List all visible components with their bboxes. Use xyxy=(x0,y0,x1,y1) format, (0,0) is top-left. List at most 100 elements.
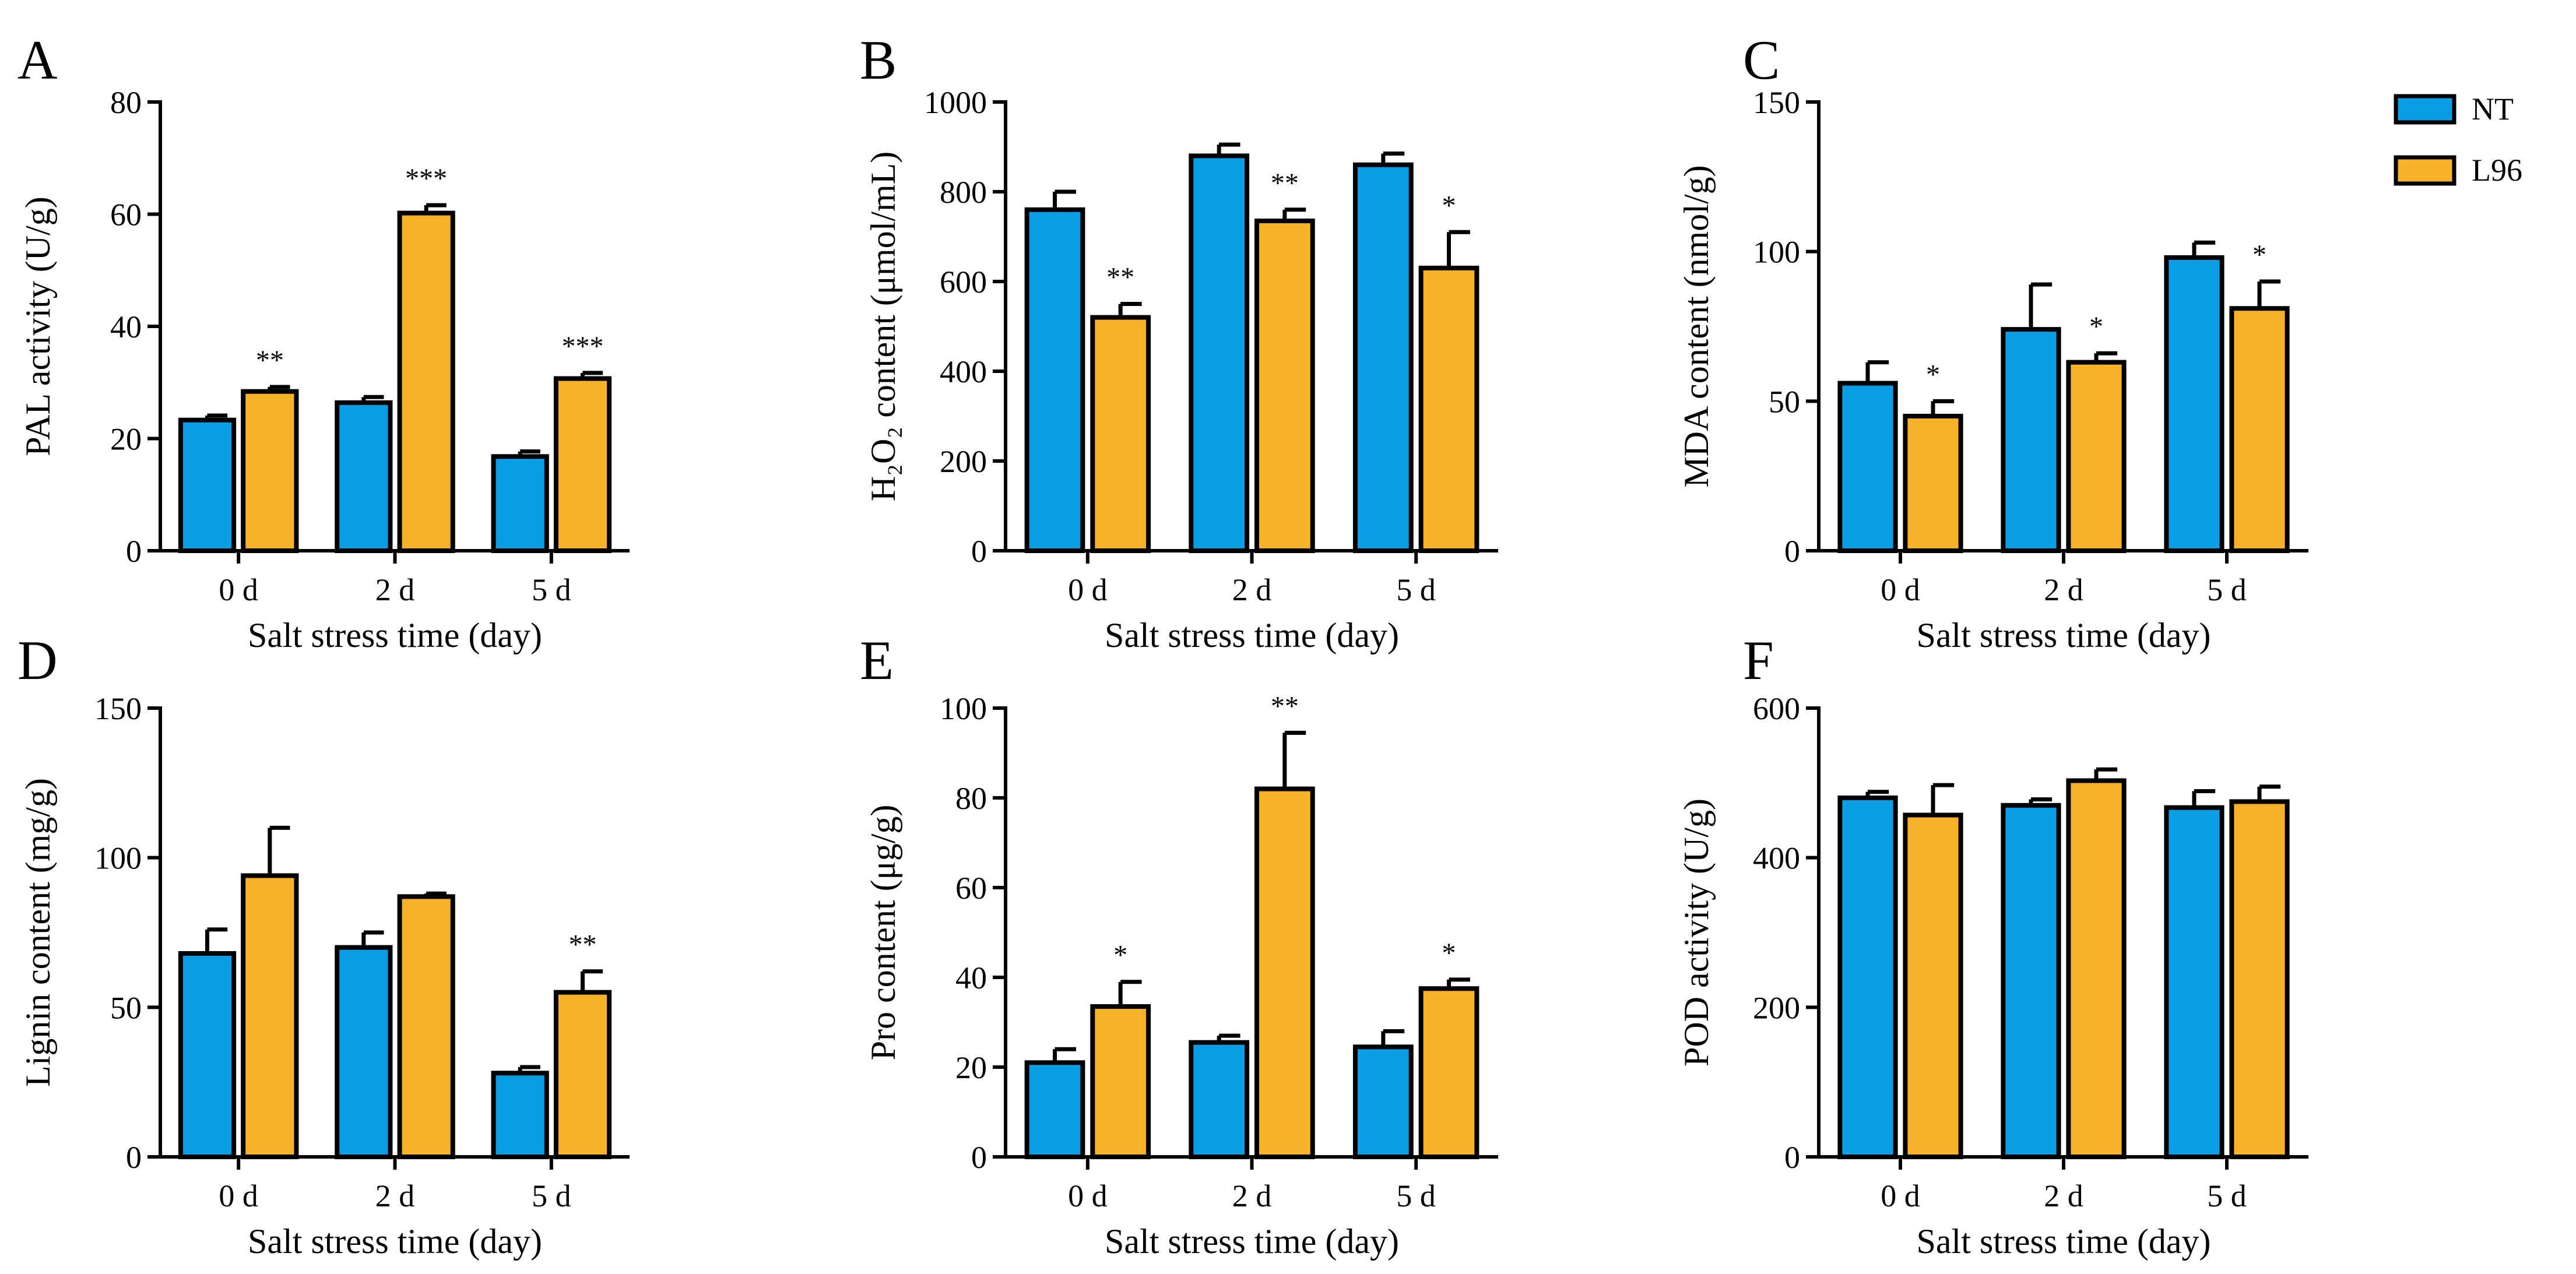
bar-nt-0 xyxy=(1837,796,1898,1159)
y-tick-label: 0 xyxy=(126,1140,142,1175)
y-tick-label: 100 xyxy=(940,691,987,726)
bar-l96-2 xyxy=(2229,799,2290,1159)
panel-letter: D xyxy=(17,629,58,691)
bar-nt-2 xyxy=(2164,805,2224,1159)
x-axis-title: Salt stress time (day) xyxy=(1105,1222,1399,1261)
significance-mark: *** xyxy=(562,331,604,362)
x-tick-label: 2 d xyxy=(2044,1178,2083,1213)
y-axis-title: POD activity (U/g) xyxy=(1677,798,1716,1067)
y-tick-label: 200 xyxy=(940,444,987,479)
bar-l96-1 xyxy=(1254,786,1315,1159)
bar-l96-2 xyxy=(553,990,612,1159)
legend-swatch-l96 xyxy=(2394,155,2456,186)
bar-l96-0 xyxy=(1903,812,1963,1160)
bar-nt-1 xyxy=(2001,803,2061,1160)
x-tick-label: 2 d xyxy=(375,572,415,607)
bar-nt-2 xyxy=(491,1071,549,1160)
y-tick-label: 600 xyxy=(940,265,987,300)
bar-l96-1 xyxy=(1254,219,1315,553)
significance-mark: * xyxy=(1113,940,1127,971)
significance-mark: *** xyxy=(405,163,447,194)
bar-nt-0 xyxy=(178,417,237,553)
bar-nt-0 xyxy=(1024,207,1085,553)
y-tick-label: 1000 xyxy=(924,85,987,120)
x-tick-label: 5 d xyxy=(532,572,571,607)
y-tick-label: 50 xyxy=(110,990,142,1025)
significance-mark: ** xyxy=(1106,262,1134,293)
x-tick-label: 0 d xyxy=(219,1178,258,1213)
x-tick-label: 0 d xyxy=(1068,1178,1108,1213)
y-tick-label: 40 xyxy=(955,960,987,995)
y-tick-label: 400 xyxy=(1753,841,1800,876)
y-tick-label: 400 xyxy=(940,354,987,389)
y-tick-label: 0 xyxy=(1784,1140,1800,1175)
x-axis-title: Salt stress time (day) xyxy=(1917,1222,2211,1261)
x-tick-label: 0 d xyxy=(1068,572,1108,607)
bar-l96-1 xyxy=(397,210,455,553)
bar-nt-1 xyxy=(335,400,393,554)
significance-mark: ** xyxy=(1271,168,1299,199)
bar-nt-0 xyxy=(1024,1060,1085,1160)
y-tick-label: 600 xyxy=(1753,691,1800,726)
chart-panel-d: D 0 d 2 d ** 5 d 0 50 100 150 Salt stress time (d… xyxy=(17,629,630,1261)
bar-nt-2 xyxy=(1352,1044,1414,1159)
significance-mark: * xyxy=(2252,240,2266,270)
panel-letter: E xyxy=(860,629,894,691)
y-tick-label: 800 xyxy=(940,175,987,210)
legend-label-nt: NT xyxy=(2472,91,2514,126)
bar-l96-0 xyxy=(1090,1004,1151,1160)
bar-nt-2 xyxy=(2164,255,2224,553)
panel-letter: B xyxy=(860,29,897,91)
x-tick-label: 0 d xyxy=(219,572,258,607)
y-tick-label: 100 xyxy=(1753,235,1800,270)
bar-l96-0 xyxy=(1090,315,1151,553)
x-tick-label: 2 d xyxy=(1232,1178,1272,1213)
x-tick-label: 5 d xyxy=(2207,572,2247,607)
panel-letter: F xyxy=(1743,629,1774,691)
x-axis-title: Salt stress time (day) xyxy=(1917,616,2211,654)
legend-label-l96: L96 xyxy=(2472,153,2522,188)
y-axis-title: PAL activity (U/g) xyxy=(19,196,57,456)
x-axis-title: Salt stress time (day) xyxy=(248,616,542,654)
panel-letter: A xyxy=(17,29,58,91)
significance-mark: * xyxy=(2089,311,2103,342)
y-tick-label: 150 xyxy=(94,691,142,726)
significance-mark: ** xyxy=(256,345,284,376)
y-axis-title: Lignin content (mg/g) xyxy=(19,778,57,1087)
y-tick-label: 60 xyxy=(110,198,142,233)
bar-l96-2 xyxy=(553,376,612,553)
bar-nt-2 xyxy=(491,454,549,553)
x-axis-title: Salt stress time (day) xyxy=(248,1222,542,1261)
significance-mark: * xyxy=(1926,359,1940,390)
y-tick-label: 0 xyxy=(971,534,987,569)
y-axis-title: MDA content (nmol/g) xyxy=(1677,165,1716,487)
x-tick-label: 5 d xyxy=(1396,572,1436,607)
bar-l96-0 xyxy=(241,873,299,1159)
panel-letter: C xyxy=(1743,29,1780,91)
x-tick-label: 5 d xyxy=(2207,1178,2247,1213)
y-tick-label: 0 xyxy=(1784,534,1800,569)
legend-swatch-nt xyxy=(2394,94,2456,125)
legend: NT L96 xyxy=(2394,91,2522,188)
y-tick-label: 40 xyxy=(110,309,142,344)
y-tick-label: 80 xyxy=(110,85,142,120)
bar-nt-0 xyxy=(178,951,237,1160)
y-tick-label: 0 xyxy=(971,1140,987,1175)
y-tick-label: 0 xyxy=(126,534,142,569)
bar-nt-1 xyxy=(335,945,393,1159)
y-tick-label: 20 xyxy=(955,1050,987,1085)
bar-nt-0 xyxy=(1837,381,1898,553)
significance-mark: * xyxy=(1442,190,1456,221)
bar-nt-1 xyxy=(1189,153,1250,553)
bar-l96-2 xyxy=(1418,986,1479,1159)
x-tick-label: 0 d xyxy=(1881,1178,1920,1213)
bar-l96-2 xyxy=(2229,306,2290,553)
bar-l96-0 xyxy=(1903,414,1963,553)
x-tick-label: 2 d xyxy=(375,1178,415,1213)
y-axis-title: Pro content (μg/g) xyxy=(864,805,902,1061)
significance-mark: * xyxy=(1442,938,1456,969)
y-axis-title: H₂O₂ content (μmol/mL) xyxy=(864,152,902,502)
x-axis-title: Salt stress time (day) xyxy=(1105,616,1399,654)
significance-mark: ** xyxy=(569,930,597,960)
